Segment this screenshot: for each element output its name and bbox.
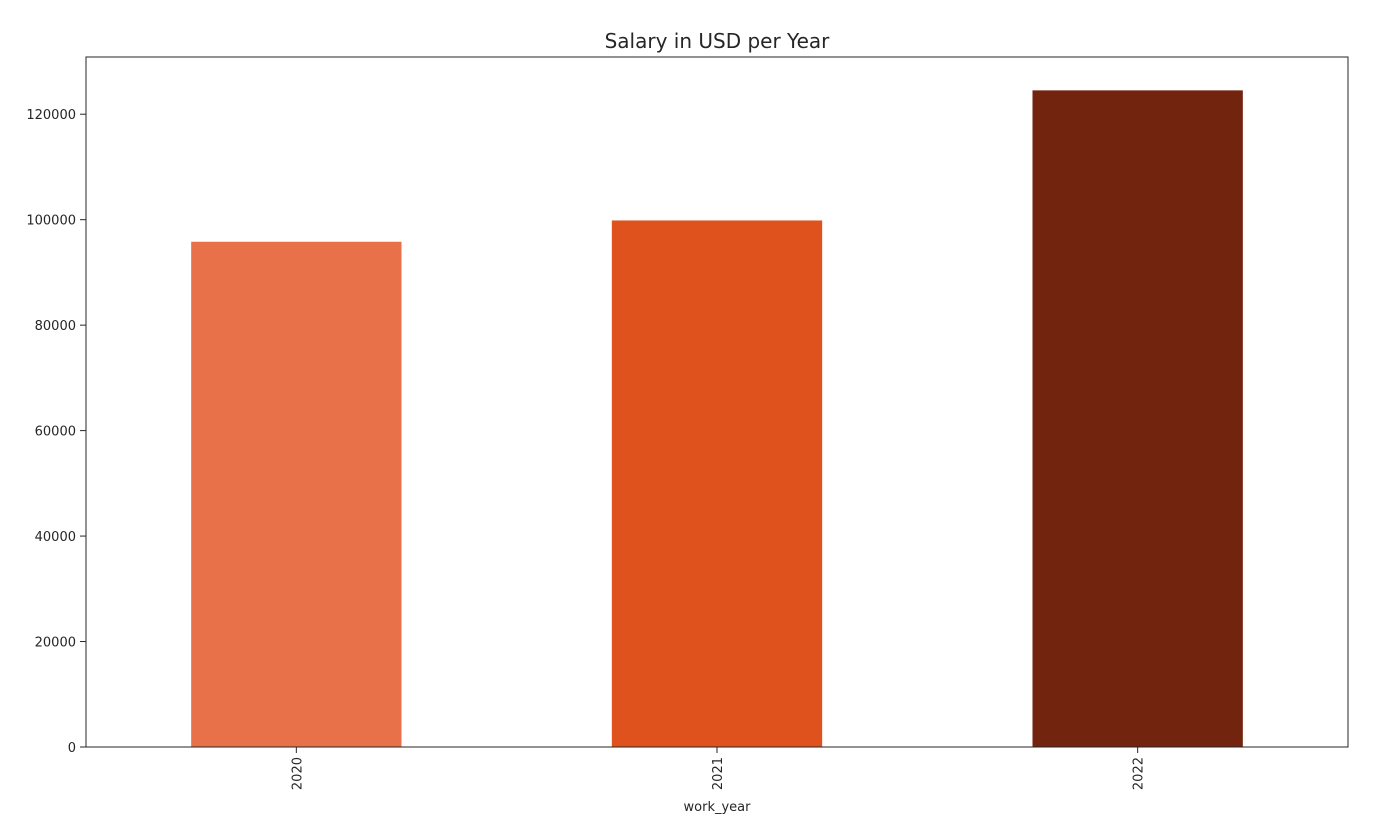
x-tick-label: 2022 bbox=[1132, 757, 1147, 790]
y-tick-label: 80000 bbox=[35, 319, 76, 334]
chart-title: Salary in USD per Year bbox=[605, 29, 831, 53]
y-tick-label: 20000 bbox=[35, 636, 76, 651]
y-axis: 0 20000 40000 60000 80000 100000 120000 bbox=[26, 108, 86, 756]
bar-2021 bbox=[611, 220, 823, 747]
y-tick-label: 120000 bbox=[26, 108, 76, 123]
bar-2022 bbox=[1032, 90, 1243, 747]
y-tick-label: 60000 bbox=[35, 425, 76, 440]
x-axis-label: work_year bbox=[684, 800, 752, 815]
plot-frame bbox=[85, 56, 1349, 748]
y-tick-label: 40000 bbox=[35, 530, 76, 545]
x-tick-label: 2021 bbox=[711, 757, 726, 790]
x-tick-label: 2020 bbox=[290, 757, 305, 790]
x-axis: 2020 2021 2022 bbox=[290, 747, 1147, 790]
bars-group bbox=[191, 90, 1243, 748]
y-tick-label: 0 bbox=[68, 741, 76, 756]
bar-2020 bbox=[191, 241, 402, 748]
y-tick-label: 100000 bbox=[26, 214, 76, 229]
